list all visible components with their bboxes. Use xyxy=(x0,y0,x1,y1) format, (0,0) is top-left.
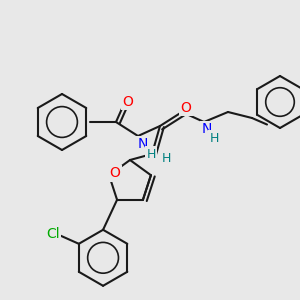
Text: H: H xyxy=(161,152,171,164)
Text: O: O xyxy=(123,95,134,109)
Text: N: N xyxy=(202,122,212,136)
Text: O: O xyxy=(110,166,121,180)
Text: O: O xyxy=(181,101,191,115)
Text: N: N xyxy=(138,137,148,151)
Text: H: H xyxy=(209,131,219,145)
Text: H: H xyxy=(146,148,156,160)
Text: Cl: Cl xyxy=(46,227,60,241)
